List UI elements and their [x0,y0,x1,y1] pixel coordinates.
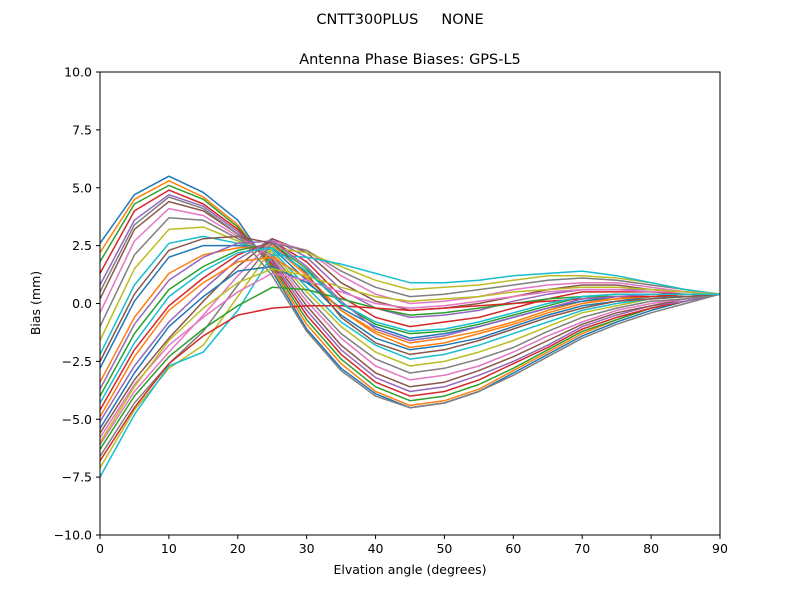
x-tick-label: 40 [368,541,384,556]
series-layer [99,175,721,478]
series-line [99,200,721,388]
series-line [99,196,721,409]
x-tick-label: 80 [643,541,659,556]
series-line [99,242,721,457]
series-line [99,254,721,478]
series-line [99,256,720,418]
series-line [99,235,721,360]
series-line [99,240,720,390]
series-line [99,189,721,397]
y-tick-label: 2.5 [72,238,92,253]
y-tick-label: 5.0 [72,180,92,195]
series-line [99,207,721,381]
y-tick-label: −5.0 [62,412,92,427]
figure-suptitle: CNTT300PLUS NONE [316,12,483,28]
y-tick-label: −7.5 [62,470,92,485]
series-line [99,235,721,362]
y-tick-label: −2.5 [62,354,92,369]
x-tick-label: 70 [574,541,590,556]
series-line [99,240,720,411]
x-tick-label: 50 [436,541,452,556]
x-tick-label: 0 [96,541,104,556]
y-tick-label: 0.0 [72,296,92,311]
series-line [99,193,721,393]
x-tick-label: 90 [712,541,728,556]
series-line [99,184,721,402]
chart-title: Antenna Phase Biases: GPS-L5 [299,52,521,68]
series-line [99,268,721,443]
x-tick-label: 60 [505,541,521,556]
series-line [99,240,721,446]
x-tick-label: 30 [299,541,315,556]
series-line [99,247,721,469]
series-line [99,247,720,404]
x-tick-label: 20 [230,541,246,556]
axes: 0 10 20 30 40 50 60 70 80 90 −10.0 −7.5 −5.0 −2.5 0.0 2… [54,65,728,557]
y-tick-label: −10.0 [54,528,92,543]
series-line [99,226,721,367]
series-line [99,217,721,374]
x-axis-label: Elvation angle (degrees) [333,562,486,577]
y-tick-label: 10.0 [64,65,92,80]
series-line [99,272,721,439]
x-tick-label: 10 [161,541,177,556]
y-tick-label: 7.5 [72,122,92,137]
y-axis-label: Bias (mm) [28,271,43,335]
